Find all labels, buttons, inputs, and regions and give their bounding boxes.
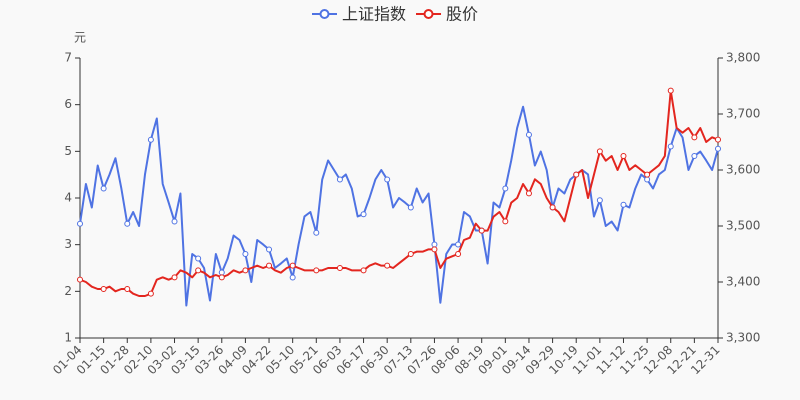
y2-tick-label: 3,600: [726, 163, 760, 177]
point: [407, 204, 414, 211]
y-tick-label: 7: [64, 51, 72, 65]
point: [431, 246, 438, 253]
point: [667, 143, 674, 150]
point: [573, 171, 580, 178]
legend-label: 上证指数: [342, 5, 406, 24]
point: [242, 267, 249, 274]
series-line: [79, 89, 719, 297]
point: [549, 204, 556, 211]
point: [715, 136, 721, 143]
y-tick-label: 6: [64, 97, 72, 111]
point: [77, 220, 83, 227]
point: [266, 262, 273, 269]
point: [171, 218, 178, 225]
y2-tick-label: 3,500: [726, 219, 760, 233]
point: [336, 265, 343, 271]
point: [691, 134, 698, 141]
point: [360, 211, 367, 218]
point: [289, 274, 296, 281]
point: [218, 269, 225, 276]
y-tick-label: 2: [64, 284, 72, 298]
point: [242, 251, 249, 257]
point: [502, 218, 509, 225]
point: [266, 246, 273, 253]
point: [407, 251, 414, 257]
point: [384, 262, 391, 269]
y-tick-label: 5: [64, 144, 72, 158]
point: [644, 171, 651, 178]
point: [313, 267, 320, 274]
point: [525, 190, 532, 197]
point: [124, 286, 131, 292]
point: [644, 176, 651, 183]
point: [455, 251, 462, 257]
point: [313, 229, 320, 236]
point: [100, 286, 107, 292]
point: [667, 87, 674, 94]
point: [620, 201, 627, 208]
point: [195, 267, 202, 274]
point: [525, 131, 532, 138]
point: [360, 267, 367, 274]
point: [596, 197, 603, 204]
point: [431, 241, 438, 248]
point: [124, 220, 131, 227]
point: [455, 241, 462, 248]
point: [100, 185, 107, 192]
point: [336, 176, 343, 183]
point: [289, 262, 296, 269]
legend-label: 股价: [446, 5, 478, 24]
legend-marker: [423, 9, 434, 19]
y-tick-label: 1: [64, 331, 72, 345]
series-line: [79, 105, 719, 307]
point: [218, 274, 225, 281]
point: [171, 274, 178, 281]
point: [478, 227, 485, 234]
y2-tick-label: 3,300: [726, 331, 760, 345]
y2-tick-label: 3,700: [726, 107, 760, 121]
point: [502, 185, 509, 192]
legend-marker: [319, 9, 330, 19]
y-axis-name: 元: [74, 31, 86, 45]
point: [77, 276, 83, 283]
point: [691, 153, 698, 159]
point: [195, 255, 202, 262]
y-tick-label: 3: [64, 237, 72, 251]
point: [620, 153, 627, 159]
point: [596, 148, 603, 155]
point: [147, 136, 154, 143]
y2-tick-label: 3,800: [726, 51, 760, 65]
y-tick-label: 4: [64, 191, 72, 205]
point: [715, 145, 721, 152]
point: [384, 176, 391, 183]
y2-tick-label: 3,400: [726, 275, 760, 289]
point: [147, 290, 154, 297]
